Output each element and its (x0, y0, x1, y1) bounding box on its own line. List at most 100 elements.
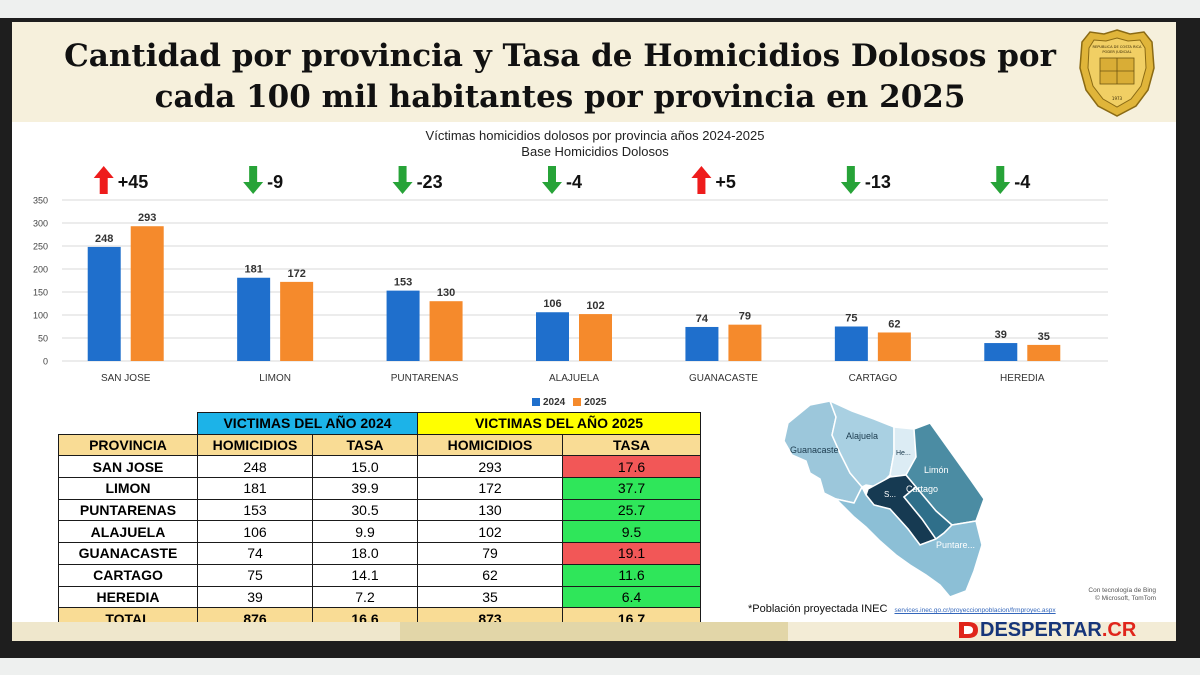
cell-tasa-2025: 19.1 (562, 542, 701, 565)
arrow-down-icon (243, 166, 264, 194)
frame-border-top (0, 18, 1200, 22)
group-header-2025: VICTIMAS DEL AÑO 2025 (417, 412, 701, 435)
bar-2024 (536, 312, 569, 361)
bar-2025 (280, 281, 314, 361)
data-label: 75 (845, 313, 857, 325)
homicides-table: VICTIMAS DEL AÑO 2024 VICTIMAS DEL AÑO 2… (58, 412, 701, 630)
cell-provincia: HEREDIA (58, 585, 198, 609)
bar-2024 (87, 246, 121, 361)
table-row: GUANACASTE 74 18.0 79 19.1 (58, 542, 701, 565)
cell-tasa-2025: 17.6 (562, 455, 701, 479)
cell-homicidios-2025: 102 (417, 520, 563, 544)
data-label: 130 (437, 287, 455, 299)
cell-tasa-2024: 30.5 (312, 498, 418, 522)
cell-provincia: PUNTARENAS (58, 498, 198, 522)
y-tick-label: 300 (33, 219, 48, 229)
table-row: LIMON 181 39.9 172 37.7 (58, 477, 701, 500)
cell-homicidios-2024: 75 (197, 563, 313, 587)
bar-2024 (834, 326, 868, 361)
legend-item-2025: 2025 (573, 397, 607, 408)
footnote-text: *Población proyectada INEC (748, 603, 888, 615)
cell-tasa-2024: 9.9 (312, 520, 418, 544)
cell-homicidios-2025: 172 (417, 477, 563, 500)
bar-2025 (877, 332, 911, 361)
legend-swatch-2025 (573, 398, 582, 407)
badge-text-line2: PODER JUDICIAL (1102, 50, 1131, 54)
bar-2024 (386, 290, 420, 361)
change-label: -4 (1014, 172, 1030, 192)
cell-tasa-2024: 15.0 (312, 455, 418, 479)
chart-legend: 2024 2025 (532, 397, 607, 408)
cell-provincia: GUANACASTE (58, 542, 198, 565)
data-label: 79 (739, 311, 751, 323)
table-row: CARTAGO 75 14.1 62 11.6 (58, 563, 701, 587)
data-label: 172 (287, 268, 305, 280)
x-tick-label: PUNTARENAS (391, 373, 459, 384)
cell-tasa-2025: 37.7 (562, 477, 701, 500)
arrow-down-icon (990, 166, 1011, 194)
chart-title: Víctimas homicidios dolosos por provinci… (425, 128, 765, 143)
despertar-d-icon (959, 622, 978, 638)
bar-2025 (728, 324, 762, 361)
title-line-1: Cantidad por provincia y Tasa de Homicid… (64, 38, 1056, 74)
table-row: PUNTARENAS 153 30.5 130 25.7 (58, 498, 701, 522)
title-banner (12, 22, 1176, 122)
legend-label-2025: 2025 (584, 397, 607, 408)
data-label: 62 (888, 318, 900, 330)
map-label-heredia: He... (896, 450, 911, 457)
x-tick-label: LIMON (259, 373, 291, 384)
arrow-up-icon (93, 166, 114, 194)
map-label-limon: Limón (924, 465, 949, 475)
cell-tasa-2024: 14.1 (312, 563, 418, 587)
col-provincia: PROVINCIA (58, 433, 198, 457)
cell-homicidios-2024: 74 (197, 542, 313, 565)
data-label: 106 (543, 298, 561, 310)
data-label: 74 (696, 313, 709, 325)
table-body: SAN JOSE 248 15.0 293 17.6 LIMON 181 39.9 172 37.… (58, 455, 701, 609)
chart-title-block: Víctimas homicidios dolosos por provinci… (300, 128, 890, 160)
data-label: 35 (1038, 331, 1050, 343)
cell-provincia: CARTAGO (58, 563, 198, 587)
x-tick-label: ALAJUELA (549, 373, 599, 384)
cell-tasa-2024: 7.2 (312, 585, 418, 609)
data-label: 293 (138, 212, 156, 224)
change-label: +5 (715, 172, 736, 192)
cell-homicidios-2024: 153 (197, 498, 313, 522)
arrow-down-icon (392, 166, 413, 194)
arrow-down-icon (542, 166, 562, 194)
cell-tasa-2025: 6.4 (562, 585, 701, 609)
map-region-puntarenas (833, 485, 983, 598)
footnote-link[interactable]: services.inec.go.cr/proyeccionpoblacion/… (894, 607, 1056, 614)
data-label: 153 (394, 277, 412, 289)
despertar-brand-logo[interactable]: DESPERTAR .CR (958, 618, 1136, 642)
x-tick-label: CARTAGO (849, 373, 898, 384)
data-label: 39 (995, 329, 1007, 341)
y-tick-label: 250 (33, 242, 48, 252)
population-footnote: *Población proyectada INEC services.inec… (748, 603, 1056, 615)
bar-2024 (685, 326, 719, 361)
x-tick-label: GUANACASTE (689, 373, 758, 384)
title-line-2: cada 100 mil habitantes por provincia en… (154, 79, 966, 115)
y-tick-label: 350 (33, 196, 48, 206)
cell-homicidios-2025: 130 (417, 498, 563, 522)
x-tick-label: SAN JOSE (101, 373, 151, 384)
footer-strip-1 (12, 622, 400, 641)
cell-provincia: SAN JOSE (58, 455, 198, 479)
cell-homicidios-2025: 35 (417, 585, 563, 609)
y-tick-label: 50 (38, 334, 48, 344)
cell-provincia: ALAJUELA (58, 520, 198, 544)
map-label-sanjose: S... (884, 490, 896, 499)
cell-homicidios-2024: 106 (197, 520, 313, 544)
data-label: 248 (95, 233, 113, 245)
cell-tasa-2024: 18.0 (312, 542, 418, 565)
map-label-cartago: Cartago (906, 484, 938, 494)
brand-name: DESPERTAR (980, 618, 1102, 641)
badge-year: 1973 (1112, 96, 1123, 101)
brand-tld: .CR (1101, 618, 1137, 641)
group-header-2024: VICTIMAS DEL AÑO 2024 (197, 412, 418, 435)
badge-text-line1: REPUBLICA DE COSTA RICA (1092, 45, 1142, 49)
cell-tasa-2025: 9.5 (562, 520, 701, 544)
change-label: -23 (417, 172, 443, 192)
data-label: 102 (586, 300, 604, 312)
frame-border-bottom (0, 641, 1200, 658)
